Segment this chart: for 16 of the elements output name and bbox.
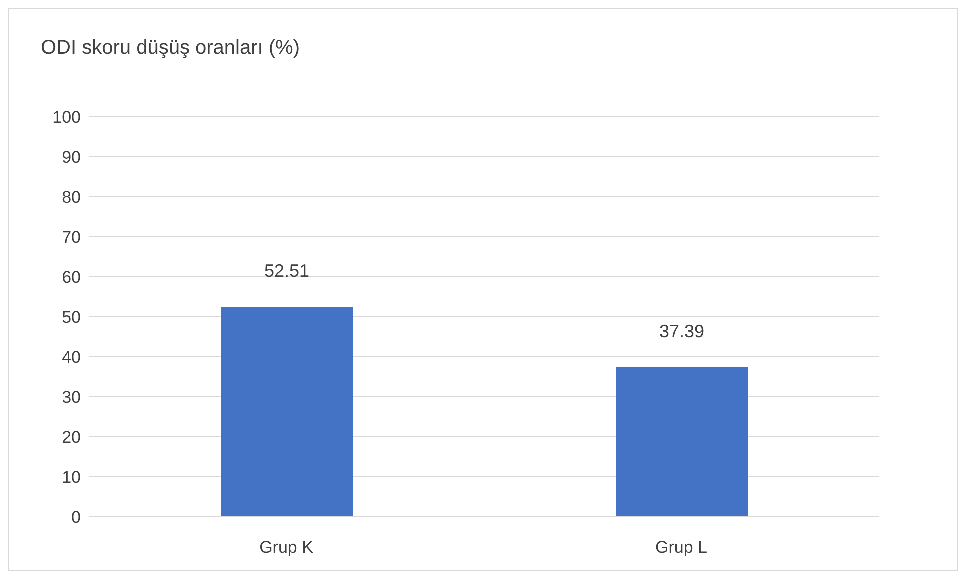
chart-title: ODI skoru düşüş oranları (%) — [40, 36, 301, 61]
y-tick-label: 50 — [62, 308, 81, 328]
y-tick-label: 80 — [62, 188, 81, 208]
y-tick-label: 60 — [62, 268, 81, 288]
x-tick-label: Grup L — [656, 538, 708, 558]
y-tick-label: 90 — [62, 148, 81, 168]
data-label: 37.39 — [659, 321, 705, 342]
x-tick-label: Grup K — [260, 538, 314, 558]
y-tick-label: 20 — [62, 428, 81, 448]
y-tick-label: 70 — [62, 228, 81, 248]
y-tick-label: 30 — [62, 388, 81, 408]
y-tick-label: 40 — [62, 348, 81, 368]
y-tick-label: 0 — [72, 508, 81, 528]
y-tick-label: 10 — [62, 468, 81, 488]
data-label: 52.51 — [264, 260, 310, 281]
y-tick-label: 100 — [52, 108, 81, 128]
